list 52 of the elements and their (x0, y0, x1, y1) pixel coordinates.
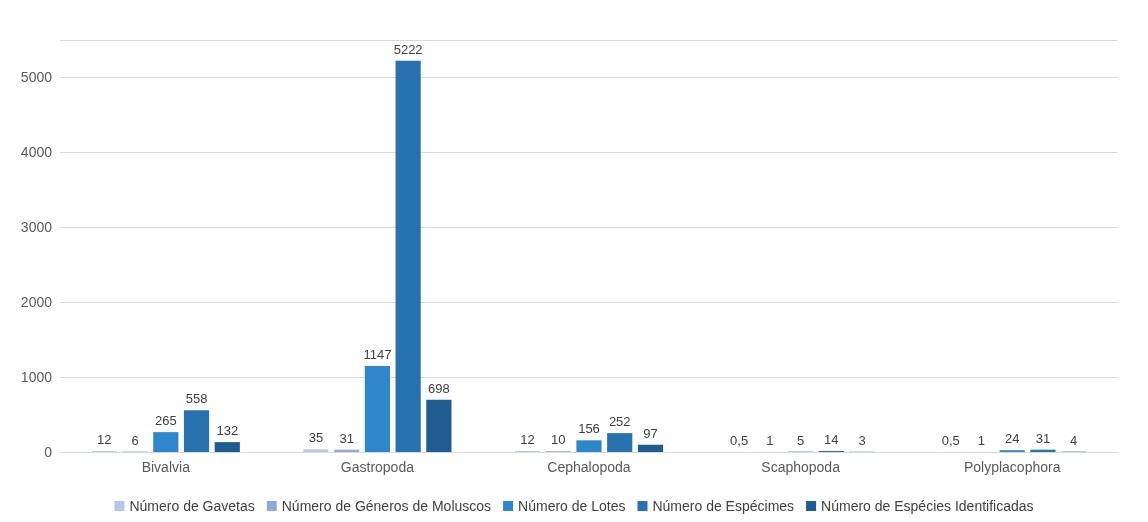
x-tick-label: Cephalopoda (547, 459, 631, 475)
legend-label: Número de Géneros de Moluscos (281, 498, 492, 514)
bar (153, 432, 179, 452)
bar (637, 444, 664, 452)
bar (214, 442, 240, 452)
data-label: 698 (428, 380, 450, 396)
bar (426, 399, 452, 452)
data-label: 1147 (363, 347, 392, 363)
data-label: 0,5 (730, 432, 749, 448)
data-label: 10 (551, 432, 566, 448)
legend-label: Número de Lotes (518, 498, 626, 514)
bar (364, 366, 390, 452)
data-label: 0,5 (941, 432, 960, 448)
bar (1030, 449, 1056, 452)
data-label: 14 (824, 431, 839, 447)
legend-label: Número de Espécies Identificadas (821, 498, 1034, 514)
bar (183, 410, 210, 452)
bar (303, 449, 329, 452)
data-label: 31 (339, 430, 354, 446)
y-tick-label: 3000 (20, 219, 53, 236)
data-label: 156 (578, 421, 600, 437)
data-label: 5 (796, 432, 805, 448)
data-label: 265 (154, 413, 177, 429)
data-label: 1 (977, 432, 986, 448)
x-tick-label: Gastropoda (340, 459, 415, 475)
bar (576, 440, 602, 452)
data-label: 1 (766, 432, 774, 448)
legend-label: Número de Espécimes (652, 498, 795, 514)
y-tick-label: 0 (44, 444, 53, 460)
data-label: 252 (608, 414, 631, 430)
x-tick-label: Polyplacophora (963, 459, 1061, 475)
data-label: 35 (308, 430, 324, 446)
x-tick-label: Bivalvia (141, 459, 191, 475)
y-tick-label: 2000 (20, 294, 53, 311)
data-label: 6 (131, 432, 139, 448)
data-label: 12 (97, 432, 112, 448)
legend-label: Número de Gavetas (129, 498, 255, 514)
data-label: 12 (520, 432, 535, 448)
x-tick-label: Scaphopoda (761, 459, 841, 475)
data-label: 132 (216, 423, 239, 439)
data-label: 31 (1035, 430, 1051, 446)
bar (395, 60, 421, 452)
data-label: 4 (1070, 432, 1078, 448)
y-tick-label: 4000 (20, 144, 53, 161)
data-label: 5222 (393, 41, 423, 57)
data-label: 97 (643, 425, 658, 441)
y-tick-label: 5000 (20, 69, 53, 86)
data-label: 558 (185, 391, 208, 407)
data-label: 3 (858, 432, 866, 448)
bar (607, 433, 633, 452)
y-tick-label: 1000 (20, 369, 53, 386)
data-label: 24 (1004, 431, 1020, 447)
